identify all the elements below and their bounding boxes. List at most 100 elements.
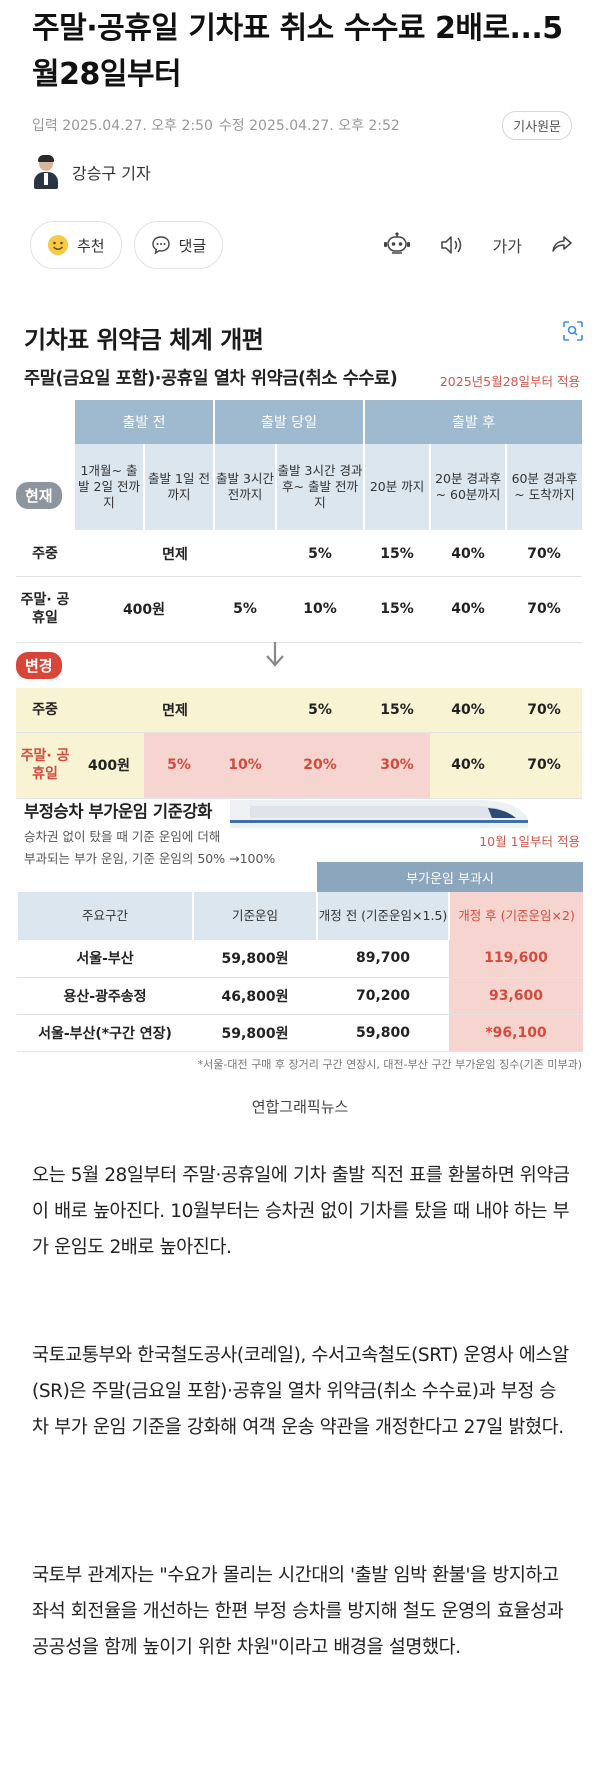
col-header: 1개월~ 출발 2일 전까지 [73,444,144,530]
fee-cell-highlight: 10% [214,732,277,799]
smile-icon [47,234,69,256]
fare-cell: 서울-부산 [17,940,193,978]
comment-button[interactable]: 댓글 [133,221,224,269]
fare-cell: 70,200 [317,977,449,1015]
current-fee-table: 주중 면제 5% 15% 40% 70% 주말· 공휴일 400원 5% 10%… [16,532,583,643]
image-caption: 연합그래픽뉴스 [251,1098,349,1116]
col-header: 출발 1일 전까지 [143,444,214,530]
fare-cell: 서울-부산(*구간 연장) [17,1014,193,1052]
fee-cell: 70% [506,732,583,799]
font-size-button[interactable]: 가가 [492,237,522,256]
col-header: 20분 경과후~ 60분까지 [429,444,507,530]
table-row: 용산-광주송정 46,800원 70,200 93,600 [17,977,584,1015]
reporter-avatar [32,155,60,189]
comment-icon [151,235,171,255]
fee-cell: 15% [364,532,431,577]
article-headline: 주말·공휴일 기차표 취소 수수료 2배로...5월28일부터 [32,11,563,92]
table-row: 주중 면제 5% 15% 40% 70% [16,688,583,733]
fare-col-header: 개정 전 (기준운임×1.5) [316,892,449,940]
fee-cell: 5% [214,576,277,643]
fee-cell: 5% [276,532,365,577]
changed-badge: 변경 [16,652,62,679]
fee-cell: 면제 [74,688,277,733]
article-paragraph: 국토교통부와 한국철도공사(코레일), 수서고속철도(SRT) 운영사 에스알(… [32,1345,569,1438]
train-illustration [230,794,530,838]
table-row: 서울-부산 59,800원 89,700 119,600 [17,940,584,978]
fare-subtitle: 부정승차 부가운임 기준강화 [24,802,213,821]
fare-note-line: 승차권 없이 탔을 때 기준 운임에 더해 [24,829,221,844]
speaker-icon[interactable] [439,234,465,256]
fare-note: 승차권 없이 탔을 때 기준 운임에 더해 부과되는 부가 운임, 기준 운임의… [24,826,275,870]
fare-cell: 89,700 [317,940,449,978]
reporter-name[interactable]: 강승구 기자 [72,164,151,183]
row-label: 주말· 공휴일 [16,576,74,643]
fare-cell: 59,800원 [193,940,317,978]
fee-cell: 면제 [74,532,277,577]
effective-date: 2025년5월28일부터 적용 [439,374,580,389]
col-header: 출발 3시간 경과후~ 출발 전까지 [274,444,365,530]
modified-time: 수정 2025.04.27. 오후 2:52 [218,118,400,134]
fee-cell-highlight: 20% [276,732,365,799]
robot-summary-icon[interactable] [383,232,411,258]
fare-cell: 93,600 [449,977,584,1015]
fee-cell: 40% [430,576,507,643]
col-header: 20분 까지 [363,444,431,530]
fare-note-line: 부과되는 부가 운임, 기준 운임의 50% →100% [24,851,276,866]
article-paragraph: 오는 5월 28일부터 주말·공휴일에 기차 출발 직전 표를 환불하면 위약금… [32,1165,570,1258]
row-label: 주중 [16,532,74,577]
fee-cell: 15% [364,576,431,643]
infographic: 기차표 위약금 체계 개편 주말(금요일 포함)·공휴일 열차 위약금(취소 수… [12,300,588,1071]
fee-cell: 40% [430,732,507,799]
fee-cell: 400원 [74,576,214,643]
group-before: 출발 전 [73,400,214,444]
fare-col-header: 주요구간 [16,892,193,940]
comment-label: 댓글 [178,236,207,255]
fee-cell-highlight: 5% [144,732,214,799]
col-header: 출발 3시간 전까지 [213,444,276,530]
fee-cell: 70% [506,688,583,733]
published-time: 입력 2025.04.27. 오후 2:50 [32,118,213,134]
fee-cell: 40% [430,688,507,733]
col-header: 60분 경과후~ 도착까지 [505,444,583,530]
article-meta: 입력 2025.04.27. 오후 2:50 수정 2025.04.27. 오후… [32,110,572,140]
table-row: 주중 면제 5% 15% 40% 70% [16,532,583,577]
fare-cell: 용산-광주송정 [17,977,193,1015]
article-action-bar: 추천 댓글 가가 [30,220,574,270]
fee-cell: 70% [506,576,583,643]
table-row: 서울-부산(*구간 연장) 59,800원 59,800 *96,100 [17,1014,584,1052]
share-icon[interactable] [550,234,574,256]
fee-cell: 5% [276,688,365,733]
fee-header-table: 출발 전 출발 당일 출발 후 1개월~ 출발 2일 전까지 출발 1일 전까지… [16,400,583,530]
surcharge-header: 부가운임 부과시 [317,862,584,892]
changed-fee-table: 주중 면제 5% 15% 40% 70% 주말· 공휴일 400원 5% 10%… [16,688,583,799]
fare-table: 부가운임 부과시 주요구간 기준운임 개정 전 (기준운임×1.5) 개정 후 … [16,862,584,1052]
fee-cell-highlight: 30% [364,732,431,799]
image-search-icon[interactable] [562,320,584,346]
fare-cell: *96,100 [449,1014,584,1052]
group-after: 출발 후 [363,400,583,444]
original-article-button[interactable]: 기사원문 [502,110,572,140]
table-row: 주말· 공휴일 400원 5% 10% 15% 40% 70% [16,576,583,643]
fee-cell: 70% [506,532,583,577]
arrow-down-icon [265,640,285,672]
fare-footnote: *서울-대전 구매 후 장거리 구간 연장시, 대전-부산 구간 부가운임 징수… [197,1058,582,1071]
fee-cell: 400원 [74,732,144,799]
fare-effective-date: 10월 1일부터 적용 [479,834,580,849]
reporter-info[interactable]: 강승구 기자 [32,152,151,192]
fee-cell: 10% [276,576,365,643]
fee-cell: 40% [430,532,507,577]
fare-cell: 59,800원 [193,1014,317,1052]
fee-cell: 15% [364,688,431,733]
current-badge: 현재 [16,482,62,509]
infographic-subtitle: 주말(금요일 포함)·공휴일 열차 위약금(취소 수수료) [24,369,398,389]
table-row: 주말· 공휴일 400원 5% 10% 20% 30% 40% 70% [16,732,583,799]
recommend-label: 추천 [77,236,105,255]
row-label: 주중 [16,688,74,733]
group-sameday: 출발 당일 [212,400,365,444]
article-paragraph: 국토부 관계자는 "수요가 몰리는 시간대의 '출발 임박 환불'을 방지하고 … [32,1565,564,1658]
row-label: 주말· 공휴일 [16,732,74,799]
recommend-button[interactable]: 추천 [30,221,122,269]
fare-col-header: 기준운임 [192,892,317,940]
fare-cell: 59,800 [317,1014,449,1052]
fare-cell: 119,600 [449,940,584,978]
